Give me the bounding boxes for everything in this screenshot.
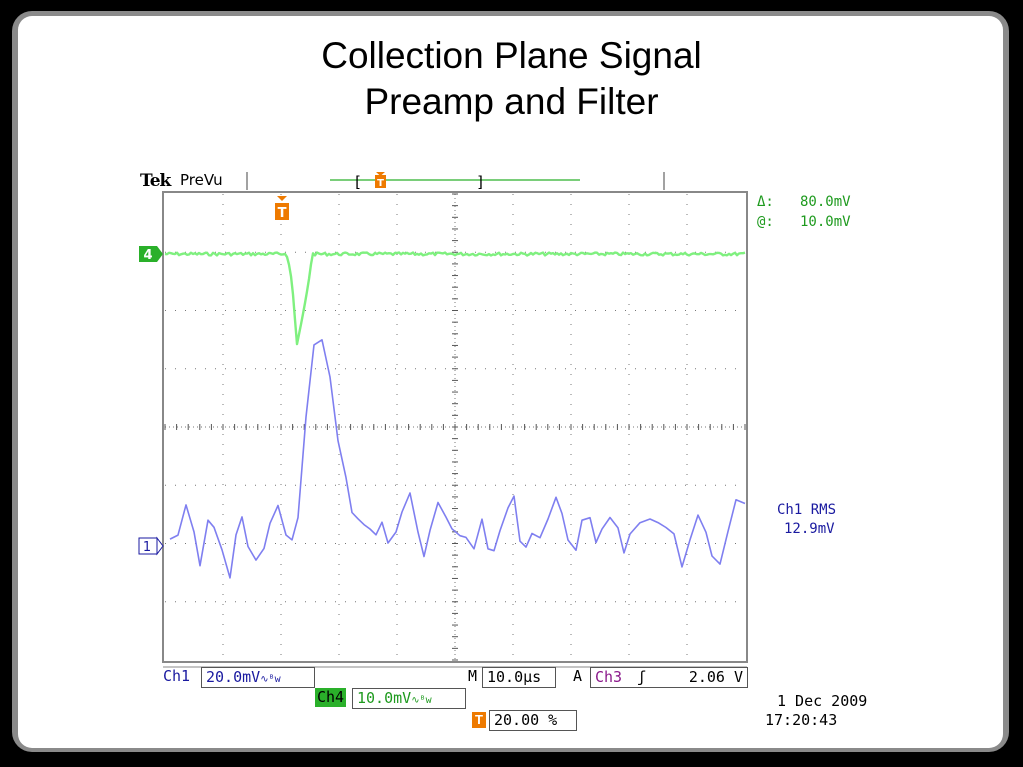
trigger-position-marker: [275, 203, 289, 220]
ch4-marker-label: 4: [143, 248, 152, 263]
cursor-at-value: 10.0mV: [800, 214, 851, 230]
measurement-label: Ch1 RMS: [777, 502, 837, 518]
graticule-grid: [164, 193, 746, 661]
slide-title-line2: Preamp and Filter: [364, 81, 659, 122]
cursor-at-label: @:: [757, 214, 774, 230]
m-label: M: [468, 667, 478, 685]
trigger-position-letter: T: [278, 206, 287, 221]
trigger-box: Ch3 ʃ 2.06 V: [590, 667, 748, 688]
date-readout: 1 Dec 2009: [777, 692, 868, 710]
ch1-trace: [169, 339, 746, 579]
trigger-pos-icon: T: [472, 712, 486, 728]
a-label: A: [573, 667, 583, 685]
ch1-bw-limit-icon: ∿ᴮw: [260, 674, 281, 685]
trigger-slope-icon: ʃ: [637, 668, 647, 686]
acquisition-mode: PreVu: [180, 171, 223, 189]
measurement-value: 12.9mV: [784, 521, 835, 537]
ch1-scale-box: 20.0mV∿ᴮw: [201, 667, 315, 688]
record-bracket-right: ]: [476, 173, 485, 191]
cursor-delta-label: Δ:: [757, 194, 774, 210]
trigger-channel: Ch3: [595, 668, 623, 686]
ch4-scale-value: 10.0mV: [357, 689, 412, 707]
tek-logo: Tek: [140, 171, 171, 191]
time-readout: 17:20:43: [765, 711, 838, 729]
timebase-value: 10.0µs: [482, 667, 556, 688]
trigger-position-value: 20.00 %: [489, 710, 577, 731]
ch4-trace: [164, 251, 746, 346]
ch4-bw-limit-icon: ∿ᴮw: [411, 695, 432, 706]
record-bracket-left: [: [353, 173, 362, 191]
ch1-scale-value: 20.0mV: [206, 668, 261, 686]
ch1-marker-label: 1: [143, 540, 151, 555]
ch1-label: Ch1: [163, 667, 191, 685]
ch4-ground-marker: [139, 246, 157, 262]
ch4-scale-box: 10.0mV∿ᴮw: [352, 688, 466, 709]
trigger-level: 2.06 V: [688, 668, 743, 686]
cursor-delta-value: 80.0mV: [800, 194, 851, 210]
ch4-label: Ch4: [315, 688, 347, 707]
slide-title-line1: Collection Plane Signal: [321, 35, 702, 76]
header-trigger-marker: [375, 175, 386, 188]
header-trigger-letter: T: [377, 178, 384, 189]
